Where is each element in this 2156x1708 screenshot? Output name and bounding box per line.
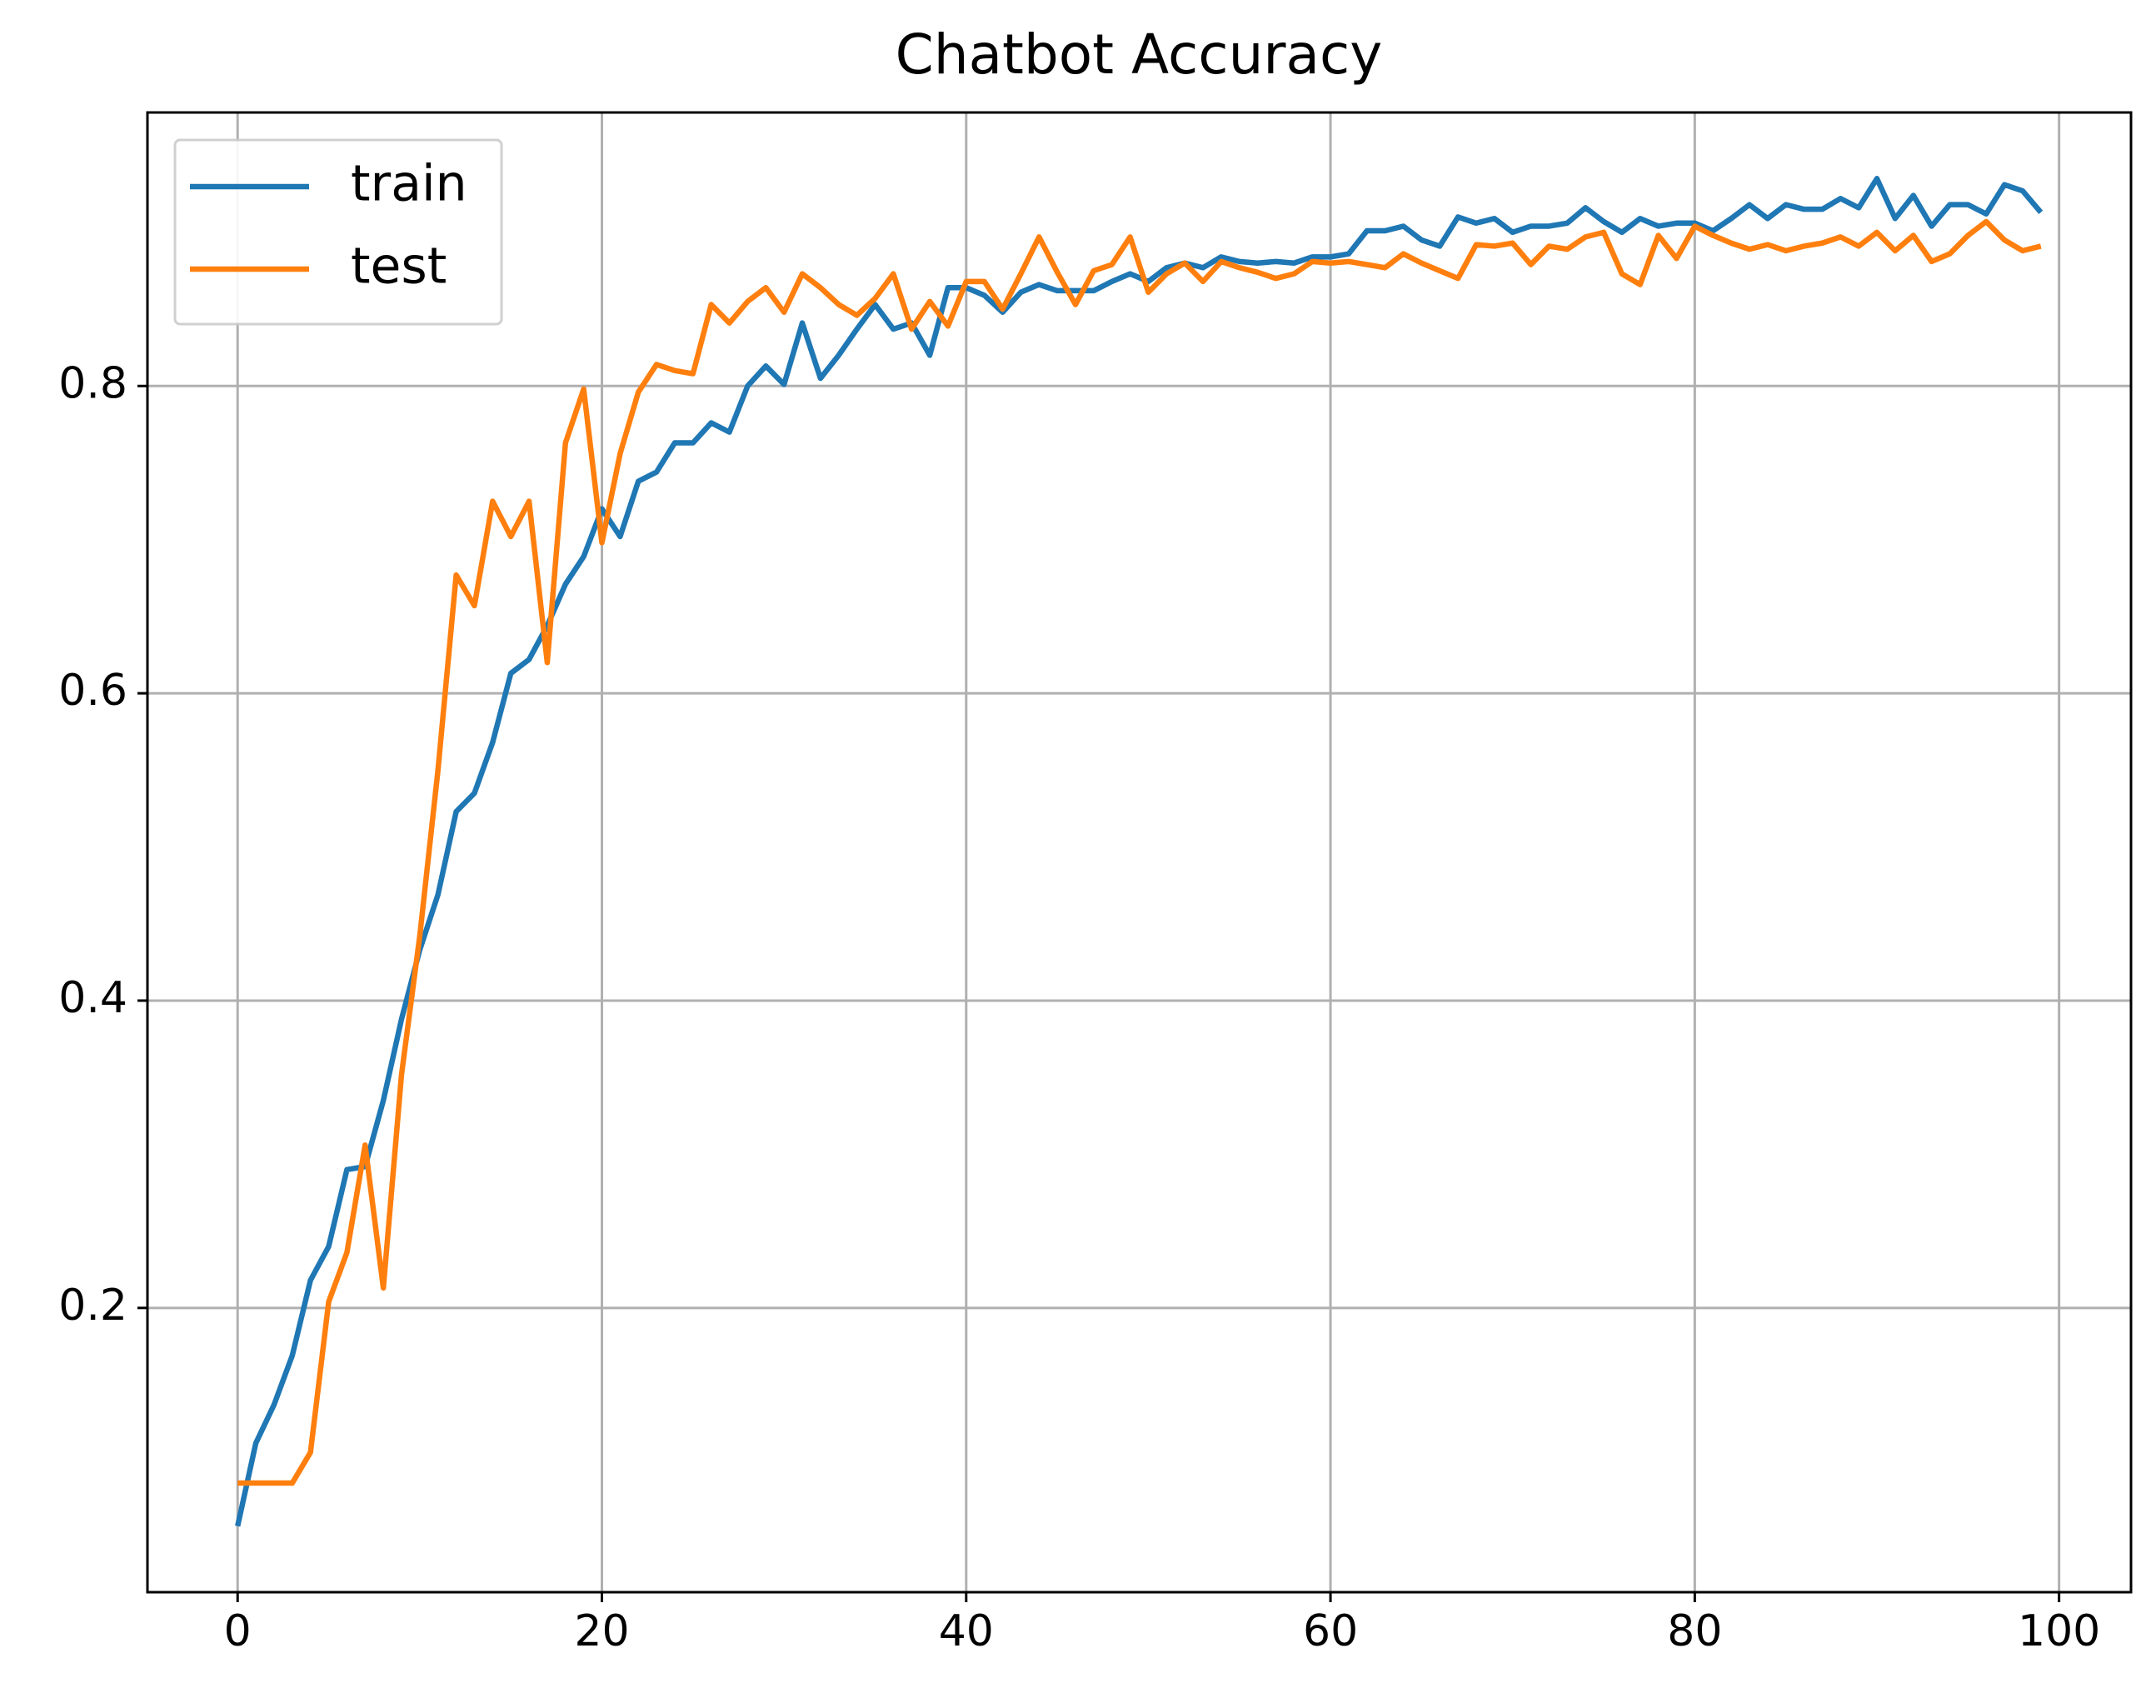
- y-tick-label: 0.6: [58, 666, 127, 716]
- x-tick-label: 80: [1667, 1606, 1722, 1656]
- x-tick-label: 60: [1303, 1606, 1358, 1656]
- y-tick-label: 0.8: [58, 358, 127, 408]
- legend-label: test: [351, 237, 447, 296]
- x-tick-label: 20: [574, 1606, 629, 1656]
- y-tick-label: 0.2: [58, 1281, 127, 1331]
- data-line: [235, 176, 2044, 1527]
- chart-title: Chatbot Accuracy: [896, 22, 1383, 87]
- legend-label: train: [351, 155, 467, 213]
- x-tick-label: 0: [224, 1606, 252, 1656]
- x-tick-label: 40: [939, 1606, 994, 1656]
- y-tick-label: 0.4: [58, 973, 127, 1023]
- plot-frame: [146, 111, 2133, 1594]
- x-tick-label: 100: [2018, 1606, 2100, 1656]
- data-line: [237, 218, 2042, 1486]
